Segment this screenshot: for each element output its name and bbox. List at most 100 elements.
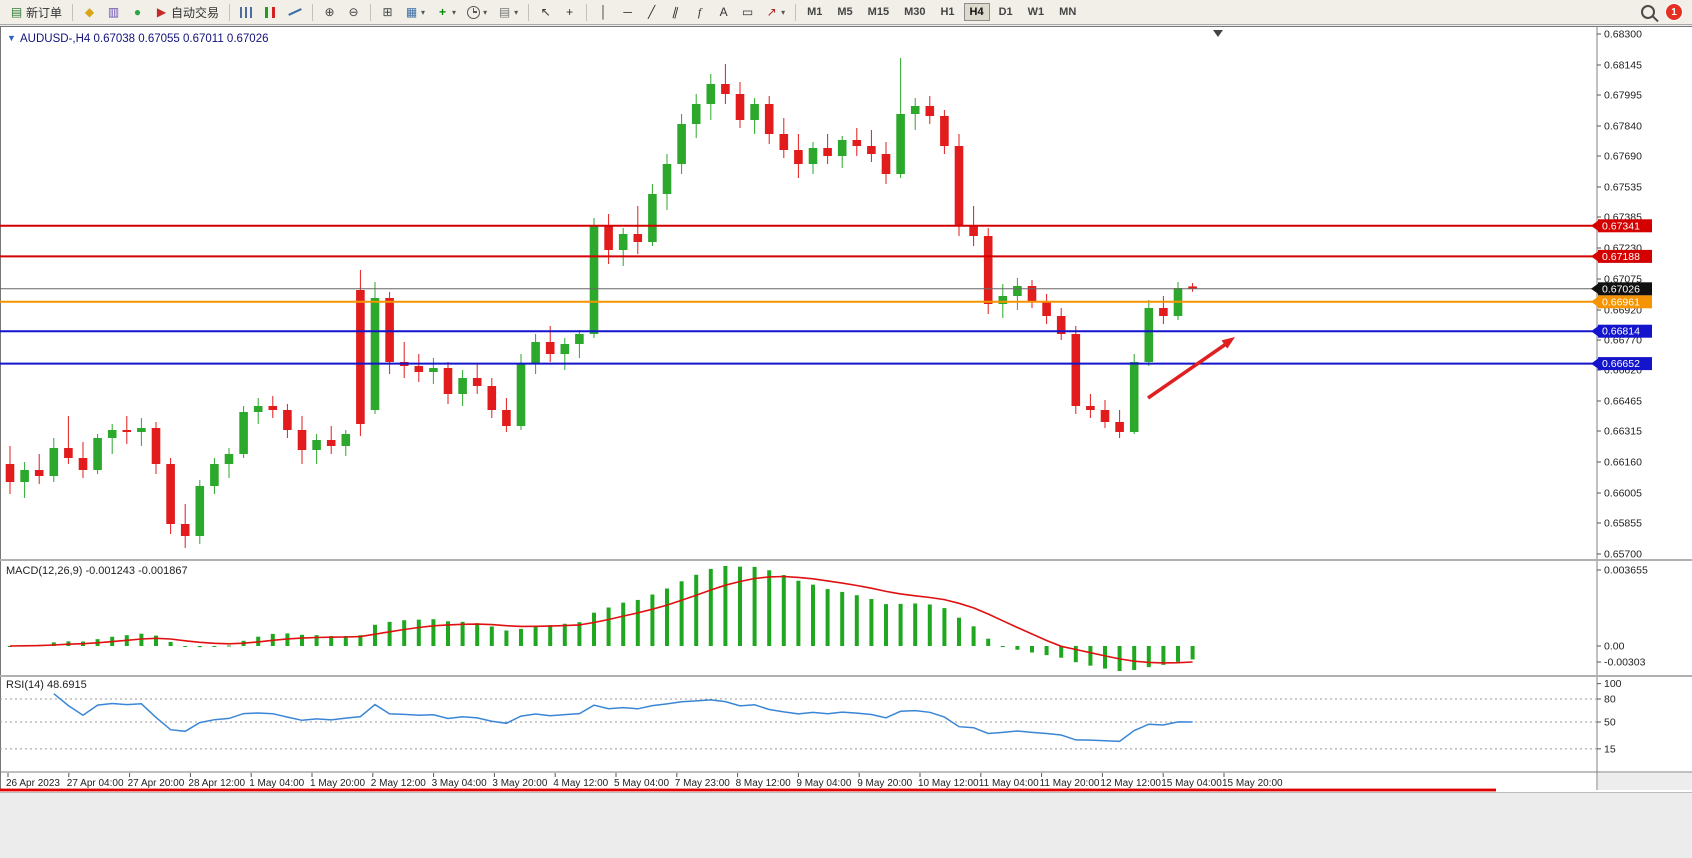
time-tick-label: 12 May 12:00	[1100, 778, 1161, 789]
candle-up	[896, 58, 905, 178]
periods-button[interactable]: ▾	[462, 1, 492, 23]
metaeditor-button[interactable]: ◆	[78, 1, 101, 23]
dropdown-caret-icon[interactable]: ▾	[452, 7, 457, 17]
zoom-out-button[interactable]: ⊖	[342, 1, 365, 23]
macd-histogram-bar	[489, 626, 494, 646]
macd-histogram-bar	[1073, 646, 1078, 663]
line-chart-icon	[288, 6, 302, 18]
rsi-tick-label: 50	[1604, 717, 1616, 729]
candle-down	[414, 354, 424, 382]
arrows-button[interactable]: ↗ ▾	[760, 1, 790, 23]
timeframe-d1-button[interactable]: D1	[998, 6, 1013, 18]
candle-down	[1086, 394, 1095, 418]
trendline-button[interactable]: ╱	[640, 1, 663, 23]
timeframe-m30-button[interactable]: M30	[904, 6, 926, 18]
bar-chart-button[interactable]	[235, 1, 258, 23]
candle-down	[180, 504, 190, 548]
price-tag: 0.66961	[1591, 295, 1652, 309]
equidistant-channel-button[interactable]: ∥	[664, 1, 687, 23]
macd-histogram-bar	[679, 581, 684, 646]
crosshair-button[interactable]: +	[558, 1, 581, 23]
macd-histogram-bar	[592, 612, 596, 646]
trend-arrow[interactable]	[1147, 337, 1235, 400]
macd-histogram-bar	[1000, 646, 1005, 647]
candle-up	[648, 184, 657, 246]
macd-histogram-bar	[898, 603, 903, 646]
dropdown-caret-icon[interactable]: ▾	[421, 7, 426, 17]
community-button[interactable]: ●	[126, 1, 149, 23]
panel-separator[interactable]	[0, 675, 1692, 677]
fibonacci-button[interactable]: f	[688, 1, 711, 23]
timeframe-h4-button[interactable]: H4	[963, 3, 990, 21]
rsi-tick-label: 15	[1604, 743, 1616, 755]
auto-trading-icon: ▶	[156, 5, 167, 19]
time-tick-label: 10 May 12:00	[918, 778, 979, 789]
candle-down	[764, 96, 774, 144]
macd-histogram-bar	[329, 636, 334, 646]
timeframe-m15-button[interactable]: M15	[867, 6, 890, 18]
market-watch-button[interactable]: ▥	[102, 1, 125, 23]
time-tick-label: 15 May 04:00	[1161, 778, 1222, 789]
templates-button[interactable]: ▤ ▾	[493, 1, 523, 23]
chart-shift-marker-icon[interactable]	[1213, 30, 1223, 37]
price-tag: 0.66814	[1591, 324, 1652, 338]
indicators-button[interactable]: + ▾	[431, 1, 461, 23]
candle-up	[560, 338, 570, 370]
time-tick-label: 2 May 12:00	[371, 778, 426, 789]
line-chart-button[interactable]	[283, 1, 307, 23]
search-icon[interactable]	[1641, 5, 1655, 19]
new-order-button[interactable]: ▤ 新订单	[5, 1, 67, 23]
text-label-button[interactable]: ▭	[736, 1, 759, 23]
bar-chart-icon	[240, 6, 254, 18]
new-order-label: 新订单	[26, 5, 63, 20]
horizontal-line-button[interactable]: ─	[616, 1, 639, 23]
new-chart-button[interactable]: ▦ ▾	[400, 1, 430, 23]
dropdown-caret-icon[interactable]: ▾	[781, 7, 786, 17]
time-tick-label: 9 May 20:00	[857, 778, 912, 789]
timeframe-h1-button[interactable]: H1	[940, 6, 955, 18]
price-tick-label: 0.67690	[1604, 151, 1642, 163]
dropdown-caret-icon[interactable]: ▾	[514, 7, 519, 17]
candle-down	[925, 96, 935, 124]
timeframe-m5-button[interactable]: M5	[837, 6, 853, 18]
tile-windows-button[interactable]: ⊞	[376, 1, 399, 23]
timeframe-m1-button[interactable]: M1	[807, 6, 823, 18]
tile-windows-icon: ⊞	[382, 5, 393, 19]
notification-badge[interactable]: 1	[1665, 3, 1683, 21]
macd-histogram-bar	[752, 566, 757, 646]
vertical-line-button[interactable]: │	[592, 1, 615, 23]
macd-histogram-bar	[694, 574, 699, 646]
timeframe-mn-button[interactable]: MN	[1059, 6, 1077, 18]
market-watch-icon: ▥	[107, 5, 120, 19]
toolbar-buttons: ▤ 新订单 ◆ ▥ ● ▶ 自动交易 ⊕ ⊖ ⊞ ▦ ▾ + ▾ ▾ ▤ ▾ ↖ + │ ─ ╱ ∥ f A ▭ ↗ ▾	[5, 0, 800, 24]
macd-histogram-bar	[285, 633, 290, 646]
timeframe-w1-button[interactable]: W1	[1027, 6, 1045, 18]
macd-histogram-bar	[446, 621, 450, 646]
toolbar-separator	[586, 3, 588, 21]
macd-tick-label: 0.00	[1604, 641, 1625, 653]
candle-up	[195, 480, 205, 544]
candlestick-chart-button[interactable]	[259, 1, 282, 23]
one-click-collapse-icon[interactable]: ▼	[7, 33, 16, 43]
auto-trading-button[interactable]: ▶ 自动交易	[150, 1, 224, 23]
candle-up	[750, 98, 759, 134]
panel-separator[interactable]	[0, 559, 1692, 561]
price-tag: 0.67026	[1591, 282, 1652, 296]
candle-up	[49, 438, 59, 482]
arrows-icon: ↗	[766, 5, 777, 19]
macd-histogram-bar	[650, 594, 655, 646]
horizontal-line-icon: ─	[623, 5, 632, 19]
time-tick-label: 3 May 04:00	[432, 778, 487, 789]
dropdown-caret-icon[interactable]: ▾	[483, 7, 488, 17]
candle-up	[107, 424, 117, 454]
candle-up	[1144, 300, 1154, 366]
zoom-in-button[interactable]: ⊕	[318, 1, 341, 23]
toolbar-separator	[72, 3, 74, 21]
candle-up	[239, 406, 248, 458]
text-button[interactable]: A	[712, 1, 735, 23]
cursor-button[interactable]: ↖	[534, 1, 557, 23]
new-chart-icon: ▦	[405, 5, 418, 19]
community-icon: ●	[133, 5, 142, 19]
macd-histogram-bar	[869, 599, 874, 646]
bottom-area	[0, 792, 1692, 858]
